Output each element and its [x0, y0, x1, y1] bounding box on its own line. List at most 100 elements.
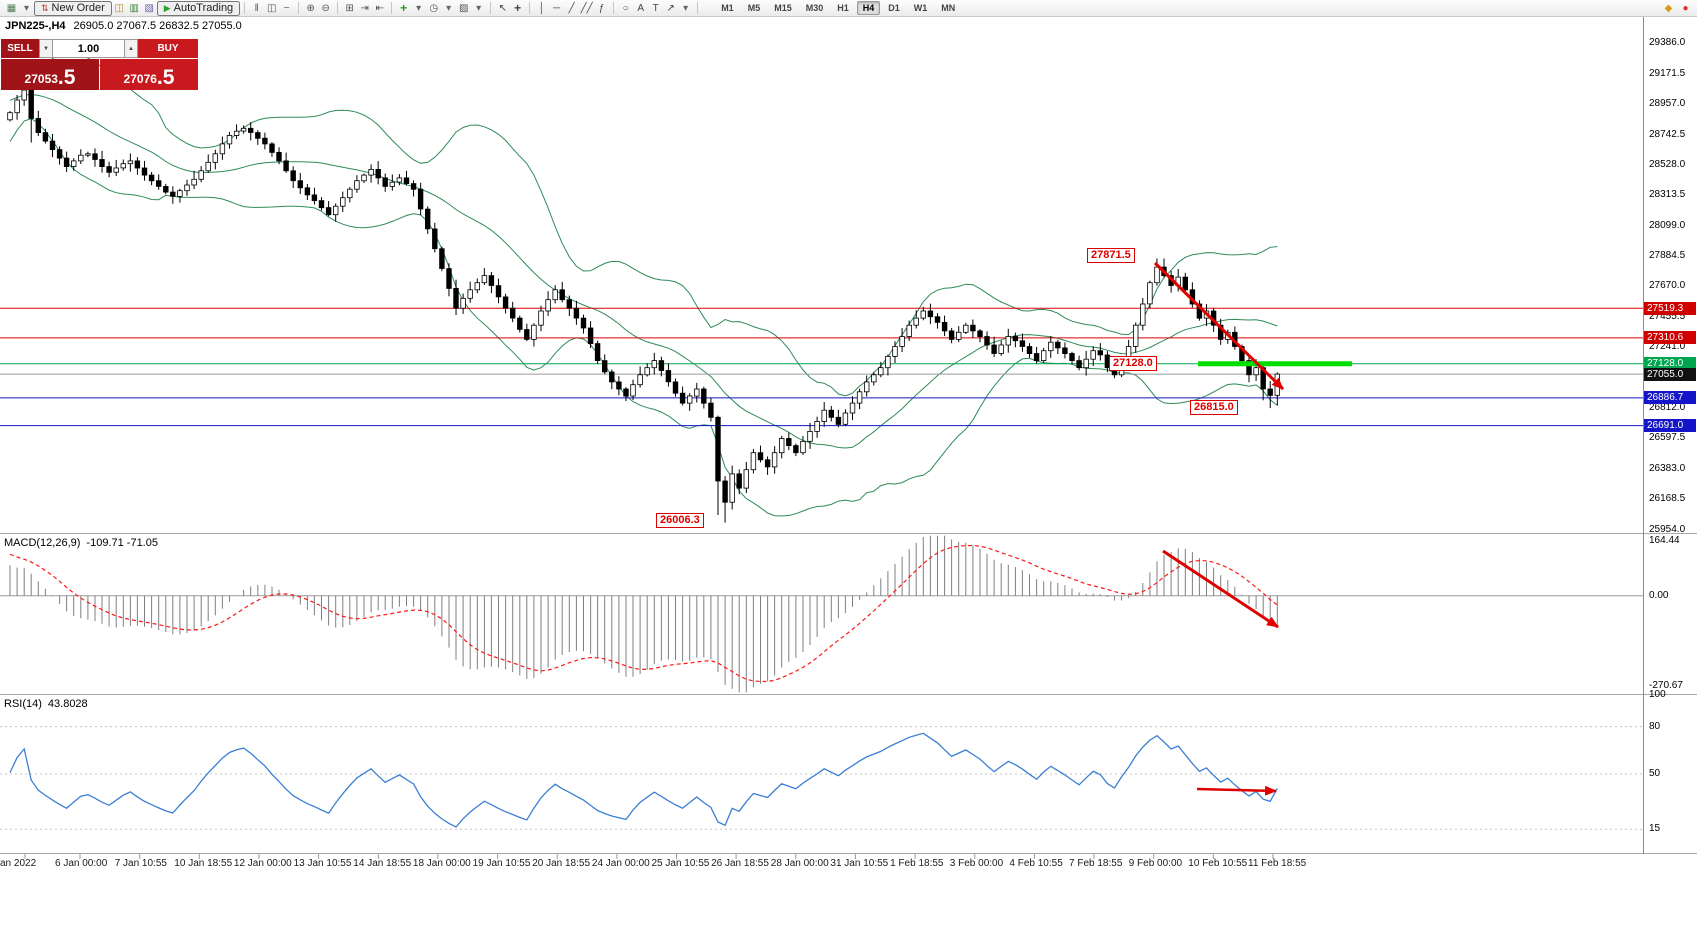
macd-axis-label: 0.00	[1649, 589, 1669, 601]
bar-chart-icon[interactable]: ‖	[254, 2, 259, 14]
bollinger-upper-band	[9, 51, 1278, 397]
toolbar-separator	[391, 2, 393, 14]
toolbar-separator	[490, 2, 492, 14]
candlesticks	[7, 77, 1280, 523]
price-axis-label: 29386.0	[1649, 37, 1686, 49]
sell-label[interactable]: SELL	[1, 39, 39, 58]
time-axis-label: 31 Jan 10:55	[830, 858, 889, 869]
price-tag: 27310.6	[1644, 331, 1696, 345]
arrows-dropdown-icon[interactable]: ▾	[683, 2, 689, 14]
price-axis-label: 29171.5	[1649, 67, 1686, 79]
text-icon[interactable]: A	[637, 2, 645, 14]
time-axis-label: 10 Feb 10:55	[1188, 858, 1248, 869]
price-annotation[interactable]: 27128.0	[1109, 356, 1157, 371]
time-axis-label: 12 Jan 00:00	[233, 858, 292, 869]
sell-price-main: 27053	[24, 71, 58, 86]
macd-name: MACD(12,26,9)	[4, 537, 81, 549]
channel-icon[interactable]: ╱╱	[580, 2, 593, 14]
volume-up-button[interactable]: ▲	[124, 39, 138, 58]
shapes-icon[interactable]: ○	[622, 2, 629, 14]
price-axis-label: 28528.0	[1649, 158, 1686, 170]
price-tag: 26691.0	[1644, 419, 1696, 433]
timeframe-m5[interactable]: M5	[747, 3, 761, 13]
timeframe-d1[interactable]: D1	[888, 3, 900, 13]
auto-scroll-icon[interactable]: ⇥	[360, 2, 369, 14]
price-tag: 27128.0	[1644, 357, 1696, 371]
time-axis-label: 14 Jan 18:55	[353, 858, 412, 869]
price-axis-label: 27884.5	[1649, 250, 1686, 262]
buy-label[interactable]: BUY	[138, 39, 198, 58]
toolbar-separator	[337, 2, 339, 14]
vertical-line-icon[interactable]: │	[538, 2, 545, 14]
chart-file-icons: ▦ ▾	[4, 1, 34, 16]
zoom-out-icon[interactable]: ⊖	[321, 2, 330, 14]
new-chart-icon[interactable]: ▦	[6, 2, 17, 14]
timeframe-w1[interactable]: W1	[913, 3, 928, 13]
trend-arrow[interactable]	[1162, 549, 1279, 629]
time-axis-label: 1 Feb 18:55	[890, 858, 944, 869]
one-click-trading-panel: SELL ▼ 1.00 ▲ BUY 27053.5 27076.5	[1, 39, 198, 90]
price-axis-label: 28099.0	[1649, 219, 1686, 231]
macd-signal-line	[9, 544, 1278, 683]
price-annotation[interactable]: 26815.0	[1190, 400, 1238, 415]
fibonacci-icon[interactable]: ƒ	[598, 2, 605, 14]
timeframe-h1[interactable]: H1	[837, 3, 849, 13]
sell-button[interactable]: 27053.5	[1, 59, 99, 90]
sell-price-pips: .5	[57, 66, 76, 90]
macd-histogram	[9, 535, 1278, 693]
horizontal-line-icon[interactable]: ─	[553, 2, 561, 14]
volume-down-button[interactable]: ▼	[39, 39, 53, 58]
autotrading-button[interactable]: ▶ AutoTrading	[156, 0, 241, 16]
trend-arrow[interactable]	[1196, 785, 1277, 796]
data-window-icon[interactable]: ▥	[129, 2, 139, 14]
timeframe-m30[interactable]: M30	[805, 3, 824, 13]
new-chart-dropdown-icon[interactable]: ▾	[23, 2, 30, 14]
price-axis-label: 26812.0	[1649, 402, 1686, 413]
indicators-dropdown-icon[interactable]: ▾	[416, 2, 422, 14]
time-axis-label: 13 Jan 10:55	[293, 858, 352, 869]
arrows-icon[interactable]: ↗	[666, 2, 675, 14]
candlestick-chart-icon[interactable]: ◫	[266, 2, 277, 14]
community-badge-icon[interactable]: ●	[1682, 2, 1689, 14]
tile-windows-icon[interactable]: ⊞	[345, 2, 354, 14]
price-axis-label: 27241.0	[1649, 341, 1686, 353]
label-icon[interactable]: T	[652, 2, 659, 14]
indicators-icon[interactable]: +	[400, 0, 408, 15]
toolbar-right-icons: ◆ ●	[1661, 1, 1693, 16]
toolbar-separator	[244, 2, 246, 14]
zoom-in-icon[interactable]: ⊕	[306, 2, 315, 14]
price-chart-canvas[interactable]	[0, 17, 1697, 939]
periods-dropdown-icon[interactable]: ▾	[446, 2, 452, 14]
macd-axis-label: -270.67	[1649, 679, 1683, 691]
new-order-button[interactable]: ⇅ New Order	[34, 0, 112, 16]
ohlc-values: 26905.0 27067.5 26832.5 27055.0	[73, 20, 242, 32]
alerts-icon[interactable]: ◆	[1664, 2, 1673, 14]
toolbar: ▦ ▾ ⇅ New Order ◫ ▥ ▧ ▶ AutoTrading ‖ ◫ ~ ⊕ ⊖ ⊞ ⇥…	[0, 0, 1697, 17]
trendline-icon[interactable]: ╱	[568, 2, 575, 14]
templates-icon[interactable]: ▨	[458, 2, 469, 14]
trend-arrow[interactable]	[1153, 261, 1285, 391]
bollinger-middle-band	[9, 93, 1278, 449]
crosshair-icon[interactable]: +	[514, 0, 522, 15]
templates-dropdown-icon[interactable]: ▾	[476, 2, 482, 14]
navigator-icon[interactable]: ▧	[144, 2, 154, 14]
price-annotation[interactable]: 27871.5	[1087, 248, 1135, 263]
volume-input[interactable]: 1.00	[53, 39, 124, 58]
time-axis-label: 9 Feb 00:00	[1128, 858, 1183, 869]
price-annotation[interactable]: 26006.3	[656, 513, 704, 528]
timeframe-m1[interactable]: M1	[721, 3, 734, 13]
buy-button[interactable]: 27076.5	[100, 59, 198, 90]
periods-icon[interactable]: ◷	[429, 2, 439, 14]
symbol-info: JPN225-,H4 26905.0 27067.5 26832.5 27055.…	[5, 20, 242, 32]
timeframe-mn[interactable]: MN	[941, 3, 956, 13]
market-watch-icon[interactable]: ◫	[114, 2, 124, 14]
price-tag: 27519.3	[1644, 301, 1696, 315]
timeframe-h4[interactable]: H4	[856, 1, 881, 15]
line-chart-icon[interactable]: ~	[283, 2, 290, 14]
timeframe-m15[interactable]: M15	[774, 3, 792, 13]
cursor-icon[interactable]: ↖	[498, 2, 507, 14]
chart-shift-icon[interactable]: ⇤	[375, 2, 384, 14]
price-axis-label: 27670.0	[1649, 280, 1686, 292]
toolbar-separator	[697, 2, 699, 14]
